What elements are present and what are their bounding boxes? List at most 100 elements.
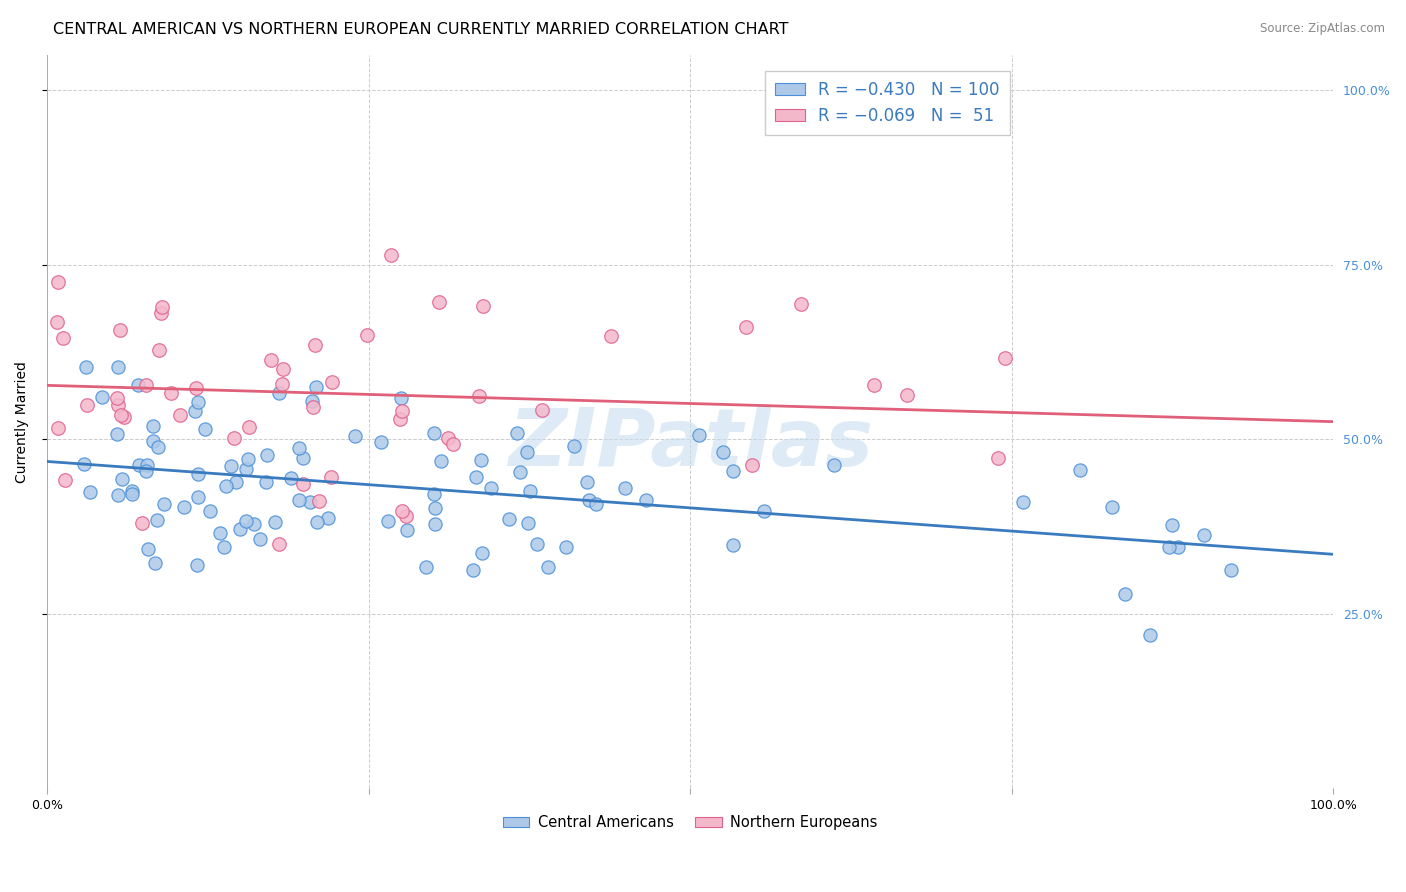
Point bbox=[1220, 563, 1243, 577]
Point bbox=[212, 540, 235, 554]
Point bbox=[225, 475, 247, 489]
Point bbox=[1160, 518, 1182, 533]
Point bbox=[142, 419, 165, 434]
Point bbox=[243, 517, 266, 532]
Point bbox=[1139, 627, 1161, 641]
Point bbox=[304, 338, 326, 352]
Y-axis label: Currently Married: Currently Married bbox=[15, 360, 30, 483]
Point bbox=[215, 478, 238, 492]
Point bbox=[388, 412, 411, 426]
Point bbox=[46, 315, 69, 329]
Point bbox=[790, 297, 813, 311]
Point bbox=[470, 453, 492, 467]
Point bbox=[429, 453, 451, 467]
Point bbox=[269, 537, 291, 551]
Point bbox=[741, 458, 763, 472]
Point bbox=[321, 470, 343, 484]
Point bbox=[1167, 540, 1189, 554]
Point bbox=[136, 541, 159, 556]
Point bbox=[562, 439, 585, 453]
Point bbox=[509, 465, 531, 479]
Point bbox=[121, 487, 143, 501]
Point bbox=[110, 323, 132, 337]
Point bbox=[415, 559, 437, 574]
Point bbox=[53, 473, 76, 487]
Point bbox=[308, 494, 330, 508]
Point bbox=[423, 426, 446, 441]
Point bbox=[585, 497, 607, 511]
Point bbox=[105, 427, 128, 442]
Point bbox=[75, 359, 97, 374]
Point bbox=[370, 435, 392, 450]
Point bbox=[110, 409, 132, 423]
Point bbox=[52, 331, 75, 345]
Point bbox=[994, 351, 1017, 365]
Point bbox=[356, 328, 378, 343]
Point bbox=[187, 395, 209, 409]
Point bbox=[263, 515, 285, 529]
Text: Source: ZipAtlas.com: Source: ZipAtlas.com bbox=[1260, 22, 1385, 36]
Point bbox=[578, 493, 600, 508]
Point bbox=[554, 541, 576, 555]
Point bbox=[145, 513, 167, 527]
Legend: Central Americans, Northern Europeans: Central Americans, Northern Europeans bbox=[496, 809, 883, 836]
Point bbox=[107, 398, 129, 412]
Point bbox=[734, 320, 756, 334]
Point bbox=[1114, 586, 1136, 600]
Point bbox=[256, 448, 278, 462]
Point bbox=[208, 526, 231, 541]
Point bbox=[107, 488, 129, 502]
Point bbox=[377, 514, 399, 528]
Point bbox=[423, 487, 446, 501]
Point bbox=[526, 537, 548, 551]
Point bbox=[238, 419, 260, 434]
Point bbox=[198, 504, 221, 518]
Point bbox=[391, 504, 413, 518]
Point bbox=[73, 457, 96, 471]
Point bbox=[634, 493, 657, 508]
Point bbox=[150, 300, 173, 314]
Point bbox=[1069, 463, 1091, 477]
Point bbox=[292, 450, 315, 465]
Point bbox=[160, 385, 183, 400]
Point bbox=[298, 494, 321, 508]
Point bbox=[506, 426, 529, 441]
Point bbox=[236, 452, 259, 467]
Point bbox=[121, 484, 143, 499]
Point bbox=[316, 511, 339, 525]
Point bbox=[1101, 500, 1123, 514]
Point bbox=[711, 445, 734, 459]
Point bbox=[498, 512, 520, 526]
Point bbox=[896, 388, 918, 402]
Point bbox=[380, 248, 402, 262]
Point bbox=[321, 375, 343, 389]
Point bbox=[862, 377, 884, 392]
Text: ZIPatlas: ZIPatlas bbox=[508, 405, 873, 483]
Point bbox=[128, 458, 150, 472]
Point bbox=[186, 558, 208, 572]
Point bbox=[288, 493, 311, 508]
Point bbox=[148, 440, 170, 454]
Point bbox=[301, 393, 323, 408]
Point bbox=[479, 481, 502, 495]
Point bbox=[516, 445, 538, 459]
Point bbox=[135, 378, 157, 392]
Point bbox=[600, 329, 623, 343]
Point bbox=[305, 380, 328, 394]
Point bbox=[575, 475, 598, 490]
Point bbox=[1192, 528, 1215, 542]
Point bbox=[186, 467, 208, 481]
Text: CENTRAL AMERICAN VS NORTHERN EUROPEAN CURRENTLY MARRIED CORRELATION CHART: CENTRAL AMERICAN VS NORTHERN EUROPEAN CU… bbox=[53, 22, 789, 37]
Point bbox=[343, 428, 366, 442]
Point bbox=[105, 391, 128, 405]
Point bbox=[153, 497, 176, 511]
Point bbox=[305, 515, 328, 529]
Point bbox=[224, 431, 246, 445]
Point bbox=[752, 504, 775, 518]
Point bbox=[235, 514, 257, 528]
Point bbox=[287, 442, 309, 456]
Point bbox=[46, 275, 69, 289]
Point bbox=[270, 377, 292, 392]
Point bbox=[530, 403, 553, 417]
Point bbox=[269, 386, 291, 401]
